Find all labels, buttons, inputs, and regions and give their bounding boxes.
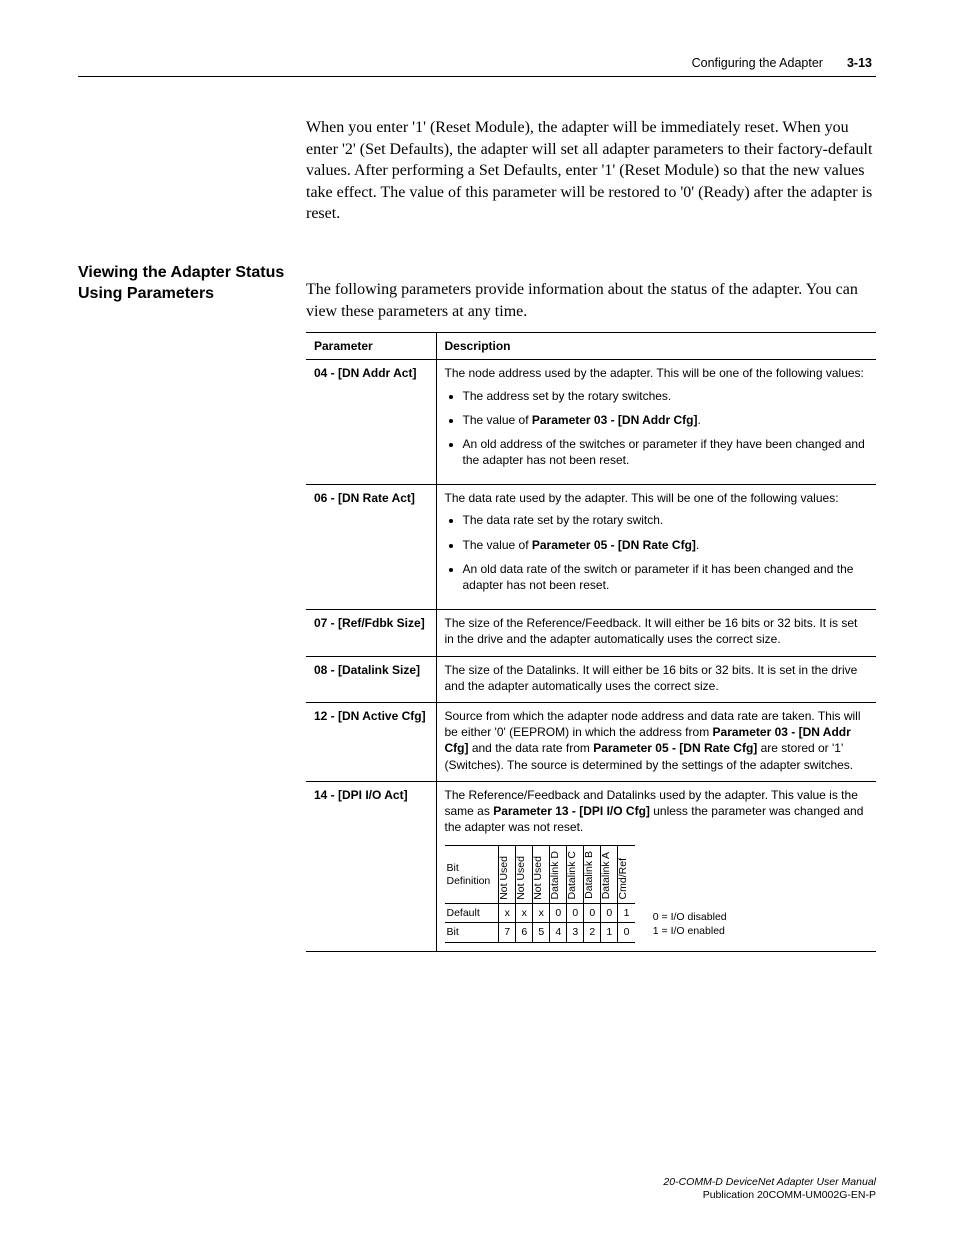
footer-publication: Publication 20COMM-UM002G-EN-P — [663, 1189, 876, 1203]
table-row: 07 - [Ref/Fdbk Size] The size of the Ref… — [306, 610, 876, 656]
param-desc: The data rate used by the adapter. This … — [436, 485, 876, 610]
param-name: 04 - [DN Addr Act] — [306, 360, 436, 485]
col-parameter: Parameter — [306, 333, 436, 360]
header-section-label: Configuring the Adapter — [692, 56, 823, 70]
param-desc: The node address used by the adapter. Th… — [436, 360, 876, 485]
list-item: The value of Parameter 05 - [DN Rate Cfg… — [463, 537, 869, 553]
header-page-number: 3-13 — [847, 56, 872, 70]
param-desc: The Reference/Feedback and Datalinks use… — [436, 781, 876, 951]
header-rule — [78, 76, 876, 77]
param-desc: The size of the Datalinks. It will eithe… — [436, 656, 876, 702]
bit-definition-table: BitDefinition Not Used Not Used Not Used… — [445, 845, 635, 942]
param-name: 07 - [Ref/Fdbk Size] — [306, 610, 436, 656]
table-row: 08 - [Datalink Size] The size of the Dat… — [306, 656, 876, 702]
table-row: 04 - [DN Addr Act] The node address used… — [306, 360, 876, 485]
section-heading: Viewing the Adapter Status Using Paramet… — [78, 263, 288, 952]
bitdef-row-label: BitDefinition — [445, 846, 499, 904]
footer-manual-title: 20-COMM-D DeviceNet Adapter User Manual — [663, 1176, 876, 1190]
list-item: The data rate set by the rotary switch. — [463, 512, 869, 528]
param-name: 12 - [DN Active Cfg] — [306, 702, 436, 781]
bitdef-legend: 0 = I/O disabled 1 = I/O enabled — [653, 911, 727, 942]
param-name: 08 - [Datalink Size] — [306, 656, 436, 702]
list-item: An old data rate of the switch or parame… — [463, 561, 869, 593]
param-desc: Source from which the adapter node addre… — [436, 702, 876, 781]
bitdef-row-label: Bit — [445, 923, 499, 942]
table-row: 06 - [DN Rate Act] The data rate used by… — [306, 485, 876, 610]
param-desc: The size of the Reference/Feedback. It w… — [436, 610, 876, 656]
bitdef-row-label: Default — [445, 904, 499, 923]
running-header: Configuring the Adapter 3-13 — [78, 56, 876, 70]
param-name: 14 - [DPI I/O Act] — [306, 781, 436, 951]
section-lead: The following parameters provide informa… — [306, 279, 876, 322]
parameters-table: Parameter Description 04 - [DN Addr Act]… — [306, 332, 876, 951]
intro-paragraph: When you enter '1' (Reset Module), the a… — [306, 117, 876, 225]
page-footer: 20-COMM-D DeviceNet Adapter User Manual … — [663, 1176, 876, 1203]
list-item: The address set by the rotary switches. — [463, 388, 869, 404]
table-row: 14 - [DPI I/O Act] The Reference/Feedbac… — [306, 781, 876, 951]
list-item: The value of Parameter 03 - [DN Addr Cfg… — [463, 412, 869, 428]
param-name: 06 - [DN Rate Act] — [306, 485, 436, 610]
col-description: Description — [436, 333, 876, 360]
list-item: An old address of the switches or parame… — [463, 436, 869, 468]
table-row: 12 - [DN Active Cfg] Source from which t… — [306, 702, 876, 781]
